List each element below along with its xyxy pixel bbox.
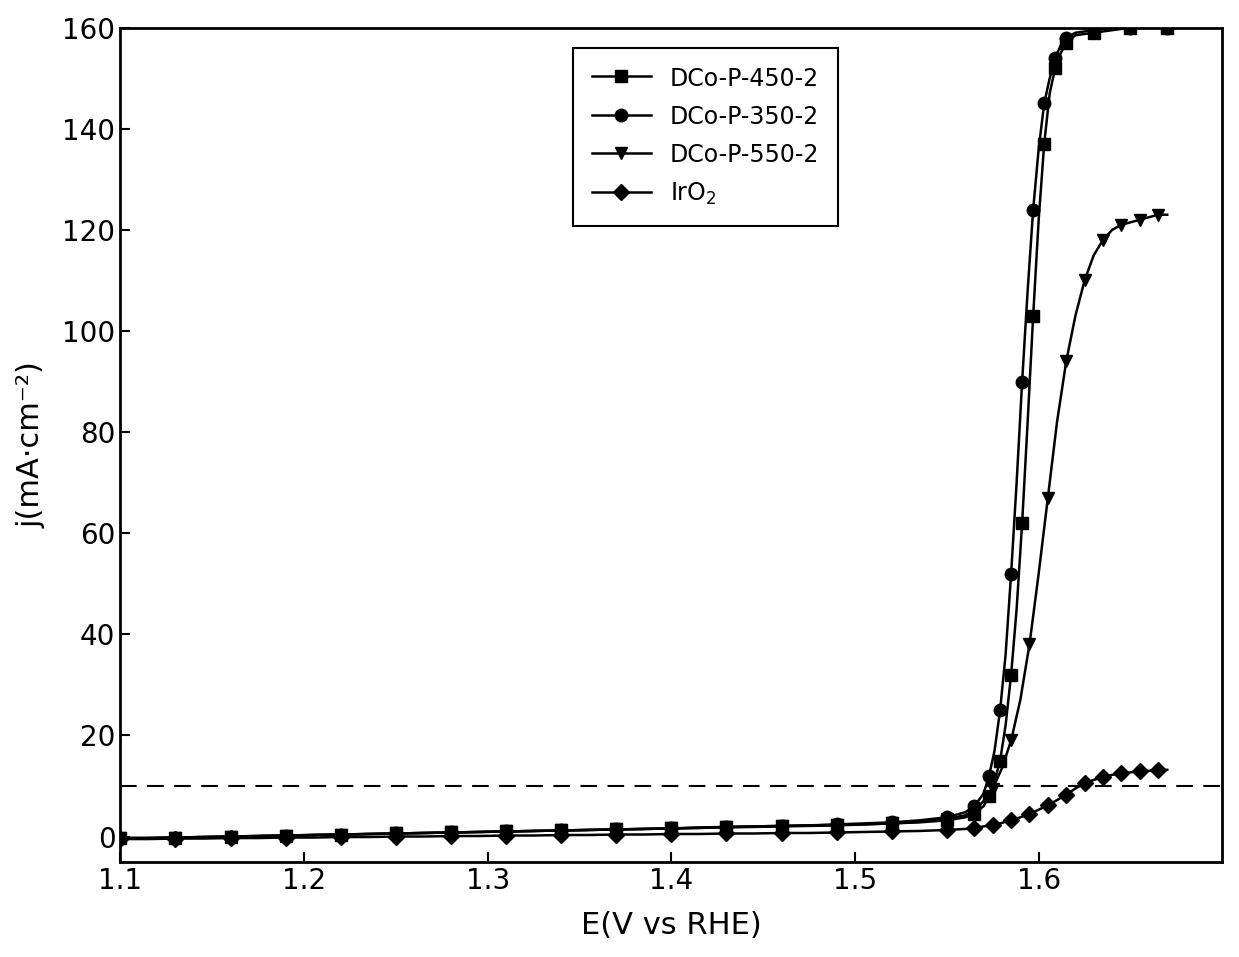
Line: DCo-P-450-2: DCo-P-450-2 — [115, 22, 1173, 844]
DCo-P-450-2 — [1123, 22, 1137, 33]
DCo-P-550-2 — [966, 805, 981, 816]
IrO$_2$ — [912, 825, 927, 836]
DCo-P-350-2 — [471, 826, 486, 837]
DCo-P-350-2 — [664, 823, 679, 835]
IrO$_2$ — [361, 832, 375, 843]
DCo-P-350-2 — [113, 833, 128, 844]
DCo-P-550-2 — [958, 810, 973, 821]
IrO$_2$ — [966, 822, 981, 834]
DCo-P-450-2 — [471, 826, 486, 837]
IrO$_2$ — [1004, 814, 1018, 826]
DCo-P-550-2 — [1004, 735, 1018, 746]
Legend: DCo-P-450-2, DCo-P-350-2, DCo-P-550-2, IrO$_2$: DCo-P-450-2, DCo-P-350-2, DCo-P-550-2, I… — [572, 48, 838, 226]
DCo-P-450-2 — [388, 828, 403, 839]
DCo-P-550-2 — [1151, 209, 1166, 220]
Line: DCo-P-350-2: DCo-P-350-2 — [114, 21, 1173, 844]
DCo-P-450-2 — [279, 830, 294, 841]
DCo-P-450-2 — [113, 833, 128, 844]
DCo-P-350-2 — [1141, 22, 1156, 33]
DCo-P-450-2 — [1059, 37, 1074, 49]
IrO$_2$ — [958, 823, 973, 835]
DCo-P-450-2 — [1141, 22, 1156, 33]
DCo-P-350-2 — [1059, 32, 1074, 43]
DCo-P-350-2 — [1105, 22, 1120, 33]
DCo-P-550-2 — [361, 828, 375, 839]
DCo-P-550-2 — [1160, 209, 1175, 220]
DCo-P-350-2 — [1160, 22, 1175, 33]
IrO$_2$ — [113, 834, 128, 845]
DCo-P-450-2 — [1160, 22, 1175, 33]
DCo-P-450-2 — [664, 823, 679, 835]
X-axis label: E(V vs RHE): E(V vs RHE) — [581, 911, 762, 941]
Y-axis label: j(mA·cm⁻²): j(mA·cm⁻²) — [16, 362, 46, 528]
IrO$_2$ — [664, 828, 679, 839]
DCo-P-350-2 — [279, 830, 294, 841]
DCo-P-550-2 — [113, 833, 128, 844]
Line: IrO$_2$: IrO$_2$ — [115, 765, 1173, 845]
DCo-P-350-2 — [388, 828, 403, 839]
Line: DCo-P-550-2: DCo-P-550-2 — [114, 209, 1173, 844]
IrO$_2$ — [1160, 764, 1175, 775]
DCo-P-550-2 — [664, 823, 679, 835]
DCo-P-550-2 — [912, 816, 927, 828]
